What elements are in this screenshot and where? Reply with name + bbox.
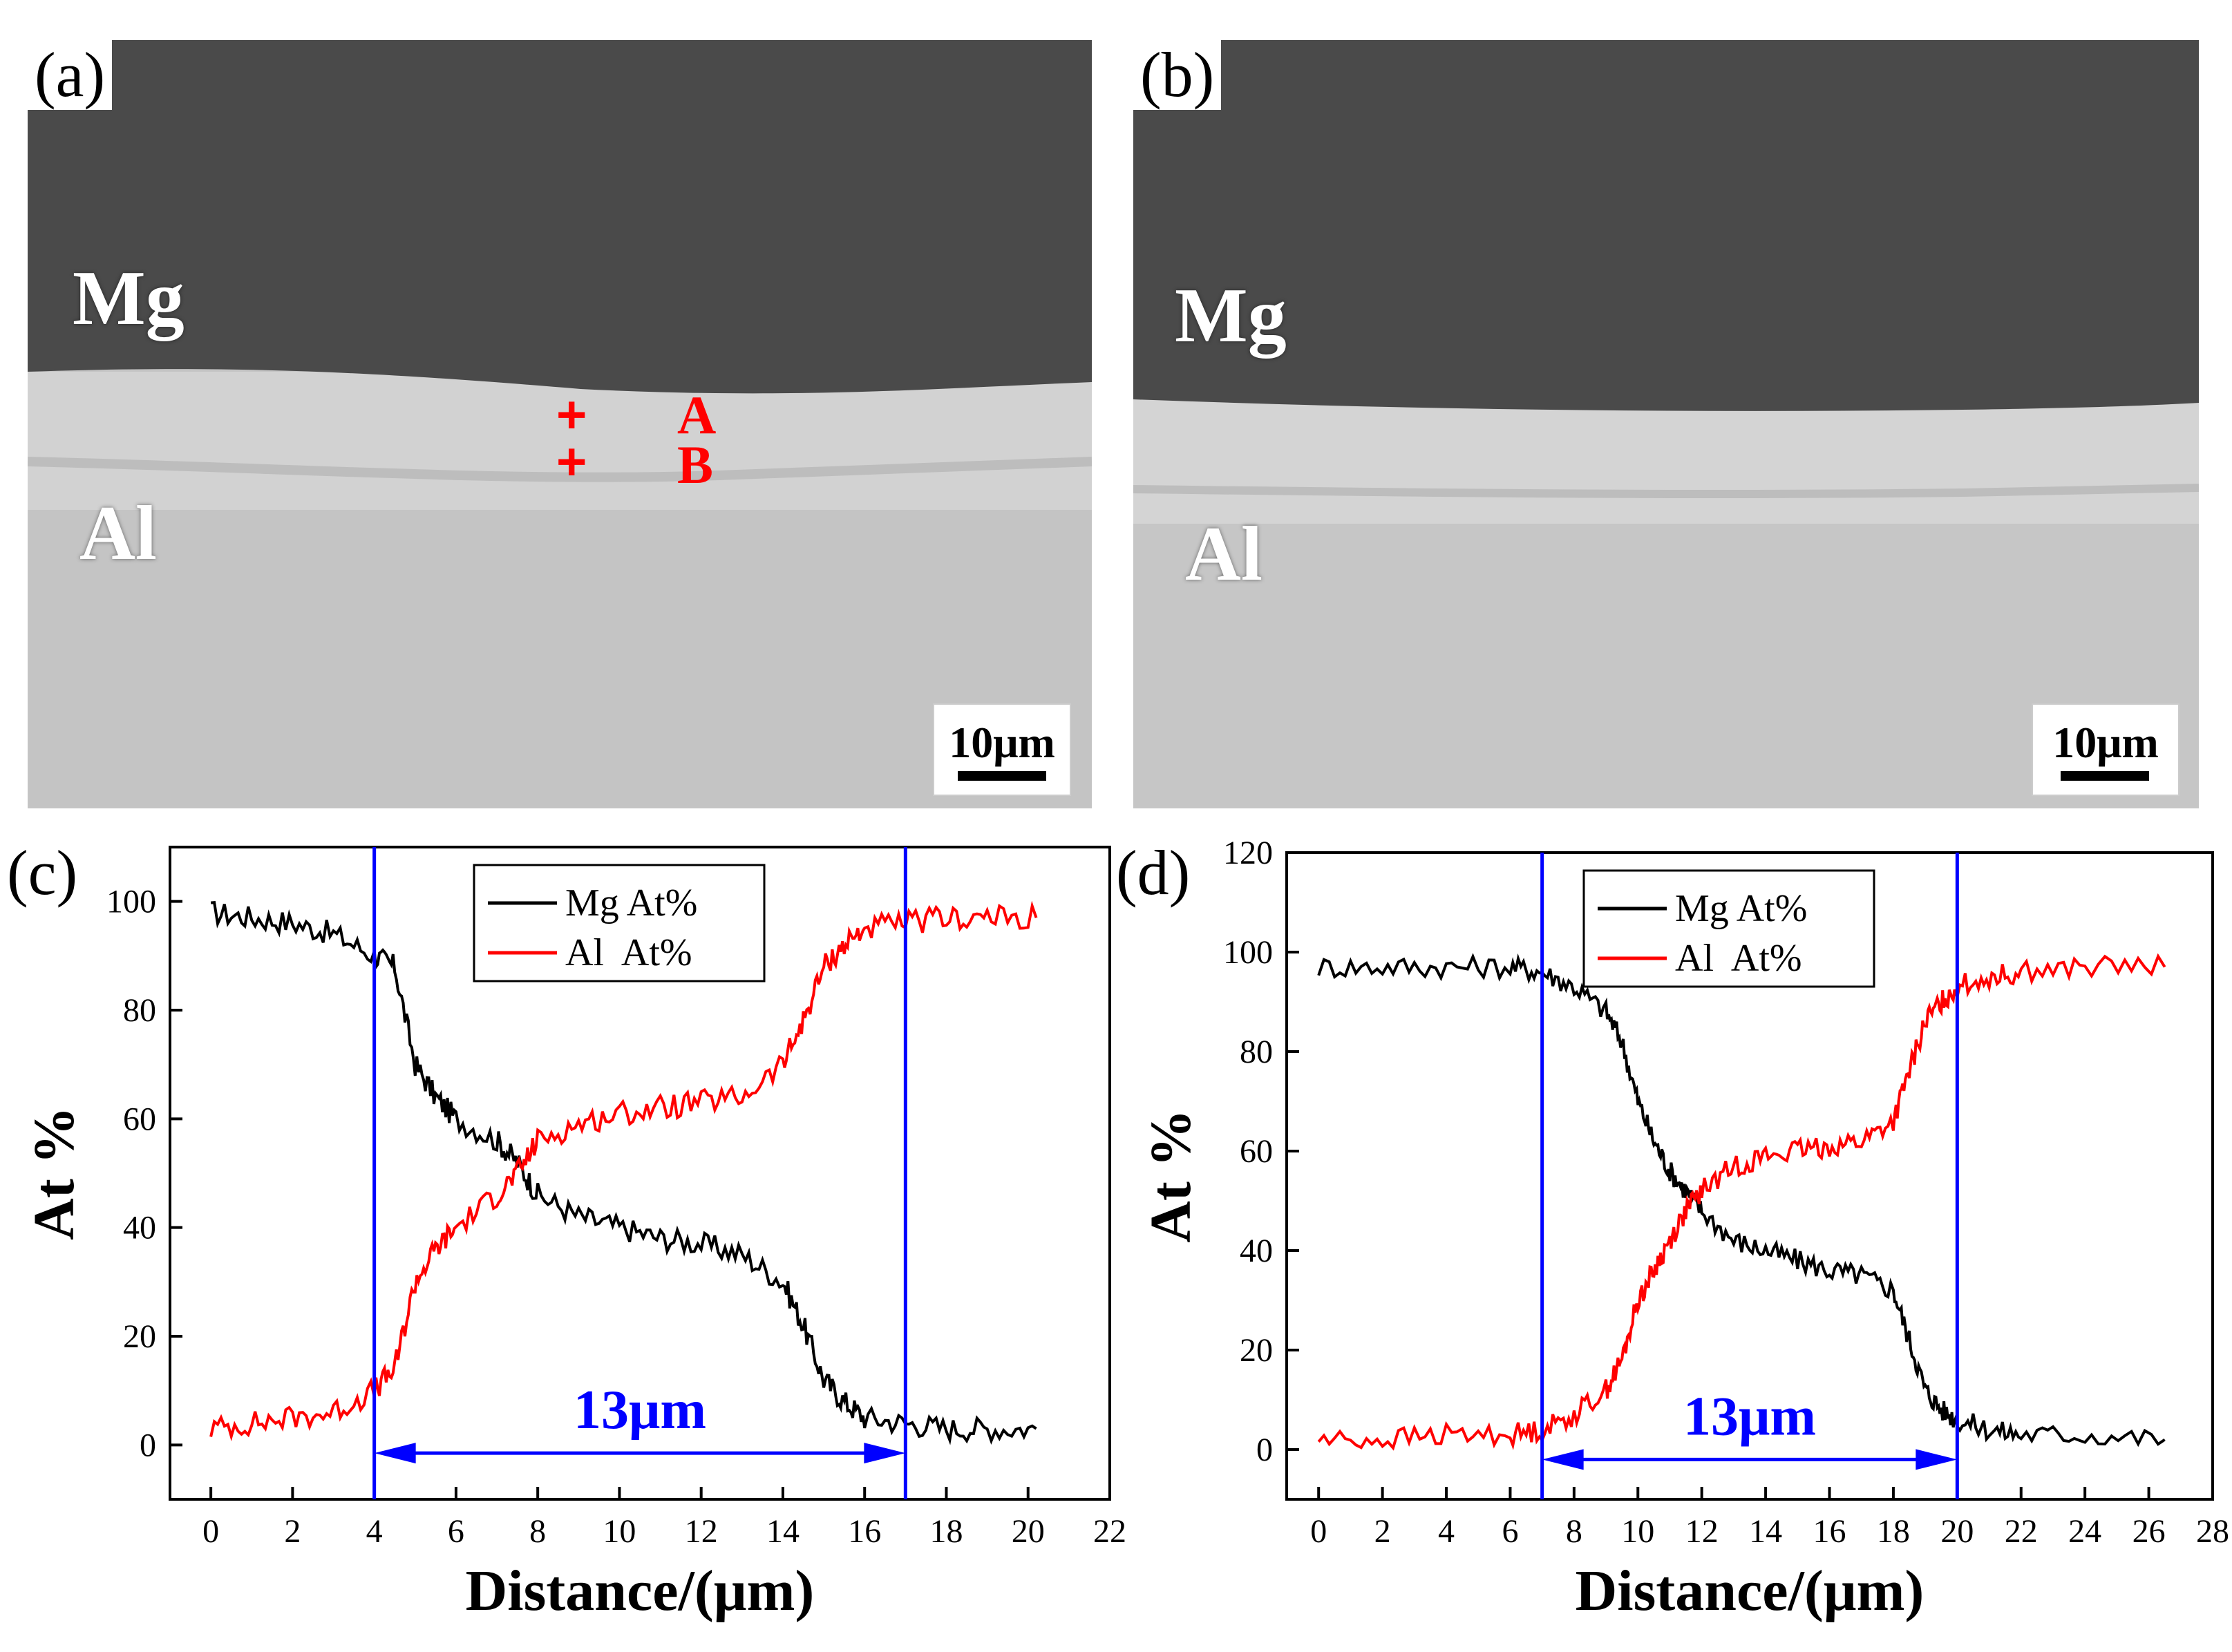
panel-tag-a: (a): [28, 40, 113, 111]
x-tick-label-d-4: 8: [1566, 1513, 1582, 1550]
legend-label-d-1: Al At%: [1675, 937, 1802, 980]
series-line-c-mg: [210, 901, 1037, 1445]
sem-image-b: (b) Mg Al 10μm: [1133, 40, 2199, 808]
chart-tag-c: (c): [7, 837, 78, 908]
series-line-d-al: [1317, 953, 2166, 1451]
scale-bar-line-b: [2061, 771, 2149, 781]
y-tick-label-c-2: 40: [123, 1210, 156, 1246]
sem-texture-b: [1133, 40, 2199, 808]
scale-bar-b: 10μm: [2032, 703, 2179, 796]
interface-boundary-a: [28, 457, 1092, 482]
x-tick-label-d-13: 26: [2132, 1513, 2166, 1550]
plot-frame-c: [169, 846, 1111, 1501]
x-tick-label-d-10: 20: [1940, 1513, 1974, 1550]
x-tick-label-d-1: 2: [1374, 1513, 1391, 1550]
x-tick-label-c-7: 14: [766, 1513, 800, 1550]
interface-layer-a: [28, 372, 1092, 510]
y-tick-label-c-0: 0: [140, 1427, 156, 1463]
scale-bar-line-a: [958, 771, 1046, 781]
span-arrowhead-left-c: [374, 1443, 416, 1464]
mg-region-b: [1133, 40, 2199, 411]
y-tick-label-d-2: 40: [1240, 1233, 1273, 1269]
y-tick-label-c-4: 80: [123, 992, 156, 1029]
legend-label-c-0: Mg At%: [565, 882, 697, 924]
y-tick-label-c-1: 20: [123, 1318, 156, 1355]
x-tick-label-d-14: 28: [2196, 1513, 2229, 1550]
legend-box-c: [473, 864, 766, 982]
point-label-b: B: [677, 435, 714, 495]
chart-tag-d: (d): [1116, 837, 1191, 908]
y-tick-label-d-0: 0: [1256, 1432, 1273, 1468]
span-label-c: 13μm: [574, 1380, 706, 1441]
y-tick-label-d-5: 100: [1223, 934, 1273, 971]
label-mg-a: Mg: [73, 256, 185, 341]
x-tick-label-c-5: 10: [603, 1513, 636, 1550]
y-tick-label-d-6: 120: [1223, 835, 1273, 871]
mg-region-a: [28, 40, 1092, 394]
label-al-b: Al: [1185, 511, 1262, 597]
y-tick-label-d-4: 80: [1240, 1034, 1273, 1070]
x-tick-label-c-2: 4: [366, 1513, 383, 1550]
y-axis-label-d: At %: [1139, 1109, 1203, 1243]
span-arrowhead-left-d: [1542, 1449, 1584, 1470]
x-axis-label-c: Distance/(μm): [466, 1559, 815, 1623]
span-label-d: 13μm: [1683, 1386, 1816, 1447]
interface-layer-b: [1133, 399, 2199, 524]
panel-tag-b: (b): [1133, 40, 1222, 111]
x-tick-label-c-3: 6: [448, 1513, 464, 1550]
span-arrowhead-right-c: [864, 1443, 906, 1464]
y-tick-label-c-3: 60: [123, 1101, 156, 1137]
legend-label-c-1: Al At%: [565, 931, 692, 974]
x-tick-label-d-12: 24: [2068, 1513, 2101, 1550]
x-tick-label-d-2: 4: [1438, 1513, 1455, 1550]
y-tick-label-d-3: 60: [1240, 1133, 1273, 1170]
plot-frame-d: [1285, 851, 2214, 1501]
x-tick-label-d-3: 6: [1502, 1513, 1518, 1550]
y-tick-label-d-1: 20: [1240, 1332, 1273, 1369]
x-tick-label-c-4: 8: [529, 1513, 546, 1550]
scale-bar-label-b: 10μm: [2052, 718, 2159, 767]
label-al-a: Al: [79, 491, 157, 576]
y-axis-label-c: At %: [22, 1106, 86, 1240]
x-tick-label-c-8: 16: [848, 1513, 881, 1550]
x-tick-label-c-0: 0: [202, 1513, 219, 1550]
x-tick-label-c-6: 12: [685, 1513, 718, 1550]
span-arrowhead-right-d: [1916, 1449, 1958, 1470]
scale-bar-a: 10μm: [933, 703, 1071, 796]
x-tick-label-d-9: 18: [1877, 1513, 1910, 1550]
scale-bar-label-a: 10μm: [949, 718, 1055, 767]
series-line-c-al: [209, 900, 1038, 1442]
x-tick-label-c-1: 2: [284, 1513, 301, 1550]
x-axis-label-d: Distance/(μm): [1576, 1559, 1924, 1623]
x-tick-label-d-5: 10: [1621, 1513, 1654, 1550]
x-tick-label-d-0: 0: [1310, 1513, 1327, 1550]
x-tick-label-d-7: 14: [1749, 1513, 1782, 1550]
x-tick-label-d-11: 22: [2005, 1513, 2038, 1550]
sem-texture-a: [28, 40, 1092, 808]
sem-image-a: (a) Mg Al + + A B 10μm: [28, 40, 1092, 808]
y-tick-label-c-5: 100: [106, 884, 156, 920]
legend-label-d-0: Mg At%: [1675, 887, 1807, 930]
point-label-a: A: [677, 385, 717, 445]
x-tick-label-c-10: 20: [1012, 1513, 1045, 1550]
x-tick-label-d-8: 16: [1813, 1513, 1846, 1550]
x-tick-label-d-6: 12: [1685, 1513, 1719, 1550]
x-tick-label-c-9: 18: [929, 1513, 963, 1550]
point-marker-b: +: [556, 433, 587, 491]
series-line-d-mg: [1317, 953, 2166, 1447]
interface-boundary-b: [1133, 484, 2199, 499]
label-mg-b: Mg: [1175, 273, 1287, 359]
x-tick-label-c-11: 22: [1093, 1513, 1126, 1550]
legend-box-d: [1582, 869, 1875, 988]
point-marker-a: +: [556, 386, 587, 444]
